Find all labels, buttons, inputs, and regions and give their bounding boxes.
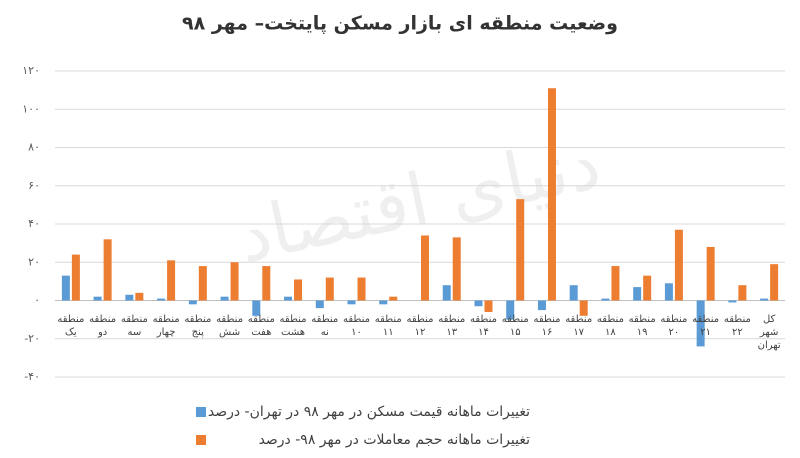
x-tick-label: منطقه شش	[216, 314, 244, 338]
y-tick-label: ۱۲۰	[22, 64, 40, 77]
bar	[294, 279, 303, 301]
bar	[643, 275, 652, 301]
x-tick-label: منطقه نه	[311, 314, 339, 338]
bar	[325, 277, 334, 301]
bar	[474, 300, 483, 307]
x-tick-label: منطقه سه	[120, 314, 148, 338]
bar	[357, 277, 366, 301]
bar	[579, 300, 588, 316]
bar	[696, 300, 705, 347]
x-tick-label: منطقه ۱۳	[438, 314, 466, 338]
bar	[674, 229, 683, 301]
bar	[760, 298, 769, 301]
bar	[167, 260, 176, 301]
x-tick-label: منطقه ۲۱	[692, 314, 720, 338]
bar	[103, 239, 112, 301]
y-tick-label: ۲۰	[28, 255, 40, 268]
bar	[61, 275, 70, 301]
bar	[547, 88, 556, 301]
y-tick-label: ۶۰	[28, 179, 40, 192]
bar	[389, 296, 398, 301]
bar	[262, 266, 271, 301]
bar	[315, 300, 324, 309]
x-tick-label: منطقه ۲۲	[723, 314, 751, 338]
x-tick-label: منطقه ۱۵	[501, 314, 529, 338]
bar	[421, 235, 429, 301]
x-tick-label: کل شهر تهران	[757, 314, 781, 351]
x-tick-label: منطقه ۱۲	[406, 314, 434, 338]
x-tick-label: منطقه ۱۰	[343, 314, 371, 338]
x-tick-label: منطقه هفت	[247, 314, 275, 338]
x-tick-label: منطقه ۱۹	[628, 314, 656, 338]
bar	[157, 298, 166, 301]
bar	[442, 285, 451, 301]
y-tick-label: ۸۰	[28, 141, 40, 154]
legend-swatch	[196, 407, 206, 417]
x-tick-label: منطقه ۱۱	[374, 314, 402, 338]
bar	[664, 283, 673, 301]
bar	[188, 300, 197, 305]
bar	[728, 300, 737, 303]
bar	[230, 262, 239, 301]
bar	[135, 292, 144, 301]
x-tick-label: منطقه یک	[57, 314, 85, 338]
bar	[347, 300, 356, 305]
bar	[252, 300, 261, 316]
bar	[611, 266, 620, 301]
bar	[738, 285, 747, 301]
bar	[284, 296, 293, 301]
x-tick-label: منطقه دو	[89, 314, 117, 338]
x-tick-label: منطقه ۱۴	[469, 314, 497, 338]
x-tick-label: منطقه چهار	[152, 314, 180, 338]
bar	[198, 266, 207, 301]
y-tick-label: ۴۰	[28, 217, 40, 230]
bar	[71, 254, 80, 301]
bar	[379, 300, 388, 305]
x-tick-label: منطقه هشت	[279, 314, 307, 338]
y-tick-label: ۱۰۰	[22, 102, 40, 115]
x-tick-label: منطقه پنج	[184, 314, 212, 338]
bar	[452, 237, 461, 301]
x-tick-label: منطقه ۱۷	[565, 314, 593, 338]
chart-title: وضعیت منطقه ای بازار مسکن پایتخت– مهر ۹۸	[182, 13, 618, 35]
bar	[601, 298, 610, 301]
bar	[93, 296, 102, 301]
legend-label: تغییرات ماهانه قیمت مسکن در مهر ۹۸ در ته…	[208, 404, 530, 420]
bar	[633, 287, 642, 301]
bar	[516, 199, 525, 301]
bar	[506, 300, 515, 320]
bar	[537, 300, 546, 311]
y-tick-label: -۴۰	[24, 370, 40, 383]
y-tick-label: ۰	[34, 294, 40, 307]
bar	[484, 300, 493, 312]
y-tick-label: -۲۰	[24, 332, 40, 345]
bar	[569, 285, 578, 301]
x-tick-label: منطقه ۱۸	[596, 314, 624, 338]
legend-label: تغییرات ماهانه حجم معاملات در مهر ۹۸- در…	[259, 432, 531, 448]
bar	[770, 264, 779, 301]
x-tick-label: منطقه ۲۰	[660, 314, 688, 338]
bar	[125, 294, 134, 301]
bar	[220, 296, 229, 301]
legend-swatch	[196, 435, 206, 445]
x-tick-label: منطقه ۱۶	[533, 314, 561, 338]
bar	[706, 246, 715, 301]
